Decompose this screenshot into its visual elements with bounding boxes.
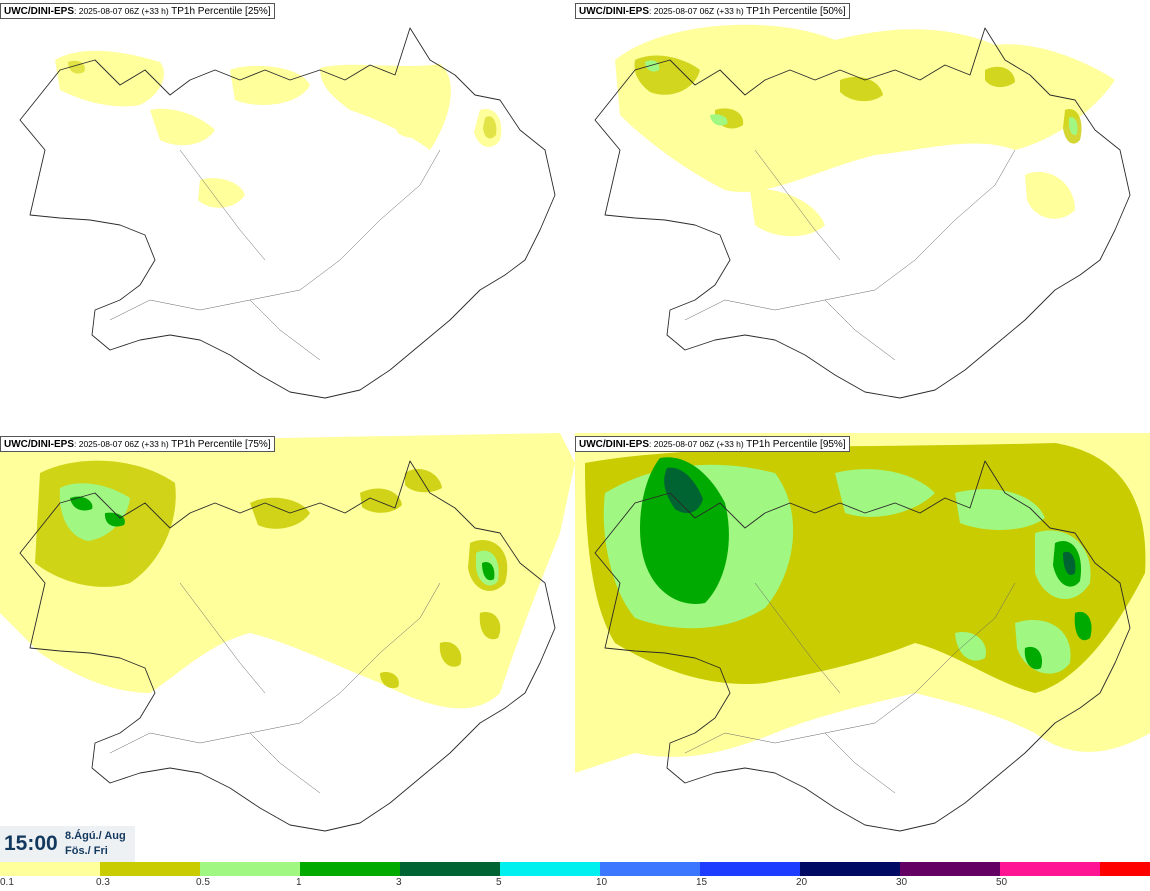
precip-field-light <box>55 50 502 208</box>
legend-tick-label: 30 <box>896 877 908 888</box>
legend-tick-label: 15 <box>696 877 708 888</box>
legend-swatch <box>1000 862 1101 876</box>
legend-tick-label: 10 <box>596 877 608 888</box>
coastline <box>19 27 556 399</box>
legend-swatch <box>100 862 201 876</box>
legend-tick-label: 20 <box>796 877 808 888</box>
panel-title: UWC/DINI-EPS: 2025-08-07 06Z (+33 h) TP1… <box>575 436 850 452</box>
valid-date-line2: Fös./ Fri <box>65 845 108 857</box>
legend-swatch <box>1100 862 1150 876</box>
precip-map-p95 <box>575 433 1150 832</box>
legend-tick-label: 0.3 <box>96 877 110 888</box>
panel-title: UWC/DINI-EPS: 2025-08-07 06Z (+33 h) TP1… <box>575 3 850 19</box>
map-panel-p50: UWC/DINI-EPS: 2025-08-07 06Z (+33 h) TP1… <box>575 0 1150 430</box>
legend-swatch <box>800 862 901 876</box>
legend-swatch <box>200 862 301 876</box>
legend-swatch <box>700 862 801 876</box>
legend-tick-label: 5 <box>496 877 502 888</box>
precip-field-light <box>615 24 1115 237</box>
precip-map-p75 <box>0 433 575 832</box>
precip-field-heavy <box>645 60 1078 136</box>
roads <box>684 582 1016 794</box>
legend-swatch <box>300 862 401 876</box>
legend-tick-label: 0.1 <box>0 877 14 888</box>
legend-tick-label: 1 <box>296 877 302 888</box>
coastline <box>19 460 556 832</box>
color-legend: 0.1 0.3 0.5 1 3 5 10 15 20 30 50 <box>0 862 1150 891</box>
legend-tick-label: 3 <box>396 877 402 888</box>
precip-field-medium <box>634 55 1082 144</box>
precip-field-intense <box>70 496 495 581</box>
precip-map-p25 <box>19 27 556 399</box>
precip-map-p50 <box>594 24 1131 399</box>
panel-title: UWC/DINI-EPS: 2025-08-07 06Z (+33 h) TP1… <box>0 436 275 452</box>
legend-swatch <box>500 862 601 876</box>
valid-time-box: 15:00 8.Ágú./ Aug Fös./ Fri <box>0 826 135 862</box>
legend-tick-label: 0.5 <box>196 877 210 888</box>
legend-tick-label: 50 <box>996 877 1008 888</box>
map-panel-p95: UWC/DINI-EPS: 2025-08-07 06Z (+33 h) TP1… <box>575 433 1150 863</box>
legend-swatch <box>900 862 1001 876</box>
roads <box>684 149 1016 361</box>
coastline <box>594 27 1131 399</box>
precip-field-very-intense <box>664 467 1076 575</box>
coastline <box>594 460 1131 832</box>
valid-time: 15:00 <box>4 832 58 855</box>
panel-title: UWC/DINI-EPS: 2025-08-07 06Z (+33 h) TP1… <box>0 3 275 19</box>
legend-swatch <box>400 862 501 876</box>
map-panel-p75: UWC/DINI-EPS: 2025-08-07 06Z (+33 h) TP1… <box>0 433 575 863</box>
legend-swatch <box>600 862 701 876</box>
valid-date-line1: 8.Ágú./ Aug <box>65 830 126 842</box>
map-panel-p25: UWC/DINI-EPS: 2025-08-07 06Z (+33 h) TP1… <box>0 0 575 430</box>
legend-swatch <box>0 862 101 876</box>
roads <box>109 149 441 361</box>
roads <box>109 582 441 794</box>
